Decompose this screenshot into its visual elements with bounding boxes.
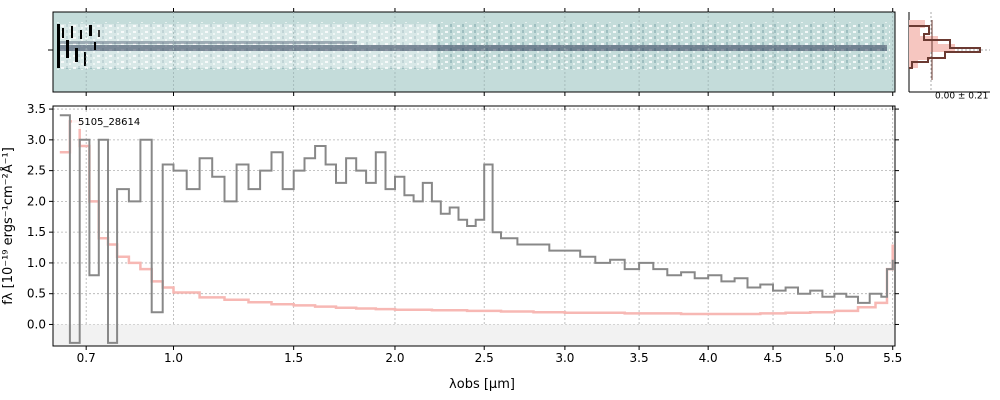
x-tick-label: 3.0: [555, 351, 574, 365]
y-tick-label: 3.5: [27, 102, 46, 116]
spectrum-lines: [59, 114, 894, 344]
oned-spectrum-panel: 0.7 1.0 1.5 2.0 2.5 3.0 3.5 4.0 4.5 5.0 5.5 0.0 0.5…: [0, 102, 902, 392]
y-axis-ticks: 0.0 0.5 1.0 1.5 2.0 2.5 3.0 3.5: [27, 102, 899, 331]
object-label: 5105_28614: [78, 117, 140, 128]
object-label-bg: [72, 113, 150, 129]
x-tick-label: 5.0: [825, 351, 844, 365]
x-tick-label: 2.5: [475, 351, 494, 365]
y-tick-label: 3.0: [27, 133, 46, 147]
profile-line: [909, 25, 981, 69]
zero-shade: [53, 324, 895, 346]
twod-trace-upper: [57, 41, 357, 44]
y-tick-label: 0.0: [27, 317, 46, 331]
y-axis-label: fλ [10⁻¹⁹ ergs⁻¹cm⁻²Å⁻¹]: [0, 147, 16, 305]
plot-frame: [52, 105, 896, 347]
y-tick-label: 2.0: [27, 194, 46, 208]
x-tick-label: 4.0: [699, 351, 718, 365]
x-tick-label: 0.7: [77, 351, 96, 365]
twod-edge-noise: [57, 24, 100, 68]
profile-panel: 0.00 ± 0.21: [908, 12, 990, 102]
y-tick-label: 2.5: [27, 164, 46, 178]
x-axis-label: λobs [μm]: [449, 377, 515, 392]
twod-xticks: [85, 8, 894, 96]
twod-frame: [52, 11, 896, 93]
y-tick-label: 1.0: [27, 256, 46, 270]
x-tick-label: 4.5: [763, 351, 782, 365]
profile-label: 0.00 ± 0.21: [935, 92, 988, 102]
y-tick-label: 0.5: [27, 287, 46, 301]
x-tick-label: 1.5: [284, 351, 303, 365]
twod-spectrum-panel: [48, 8, 896, 96]
twod-trace: [57, 45, 887, 51]
x-tick-label: 2.0: [385, 351, 404, 365]
x-tick-label: 5.5: [883, 351, 902, 365]
x-axis-ticks: 0.7 1.0 1.5 2.0 2.5 3.0 3.5 4.0 4.5 5.0 5.5: [77, 106, 902, 365]
error-series-line: [59, 120, 894, 316]
x-tick-label: 1.0: [164, 351, 183, 365]
flux-series-line: [59, 114, 894, 344]
x-tick-label: 3.5: [630, 351, 649, 365]
y-tick-label: 1.5: [27, 225, 46, 239]
